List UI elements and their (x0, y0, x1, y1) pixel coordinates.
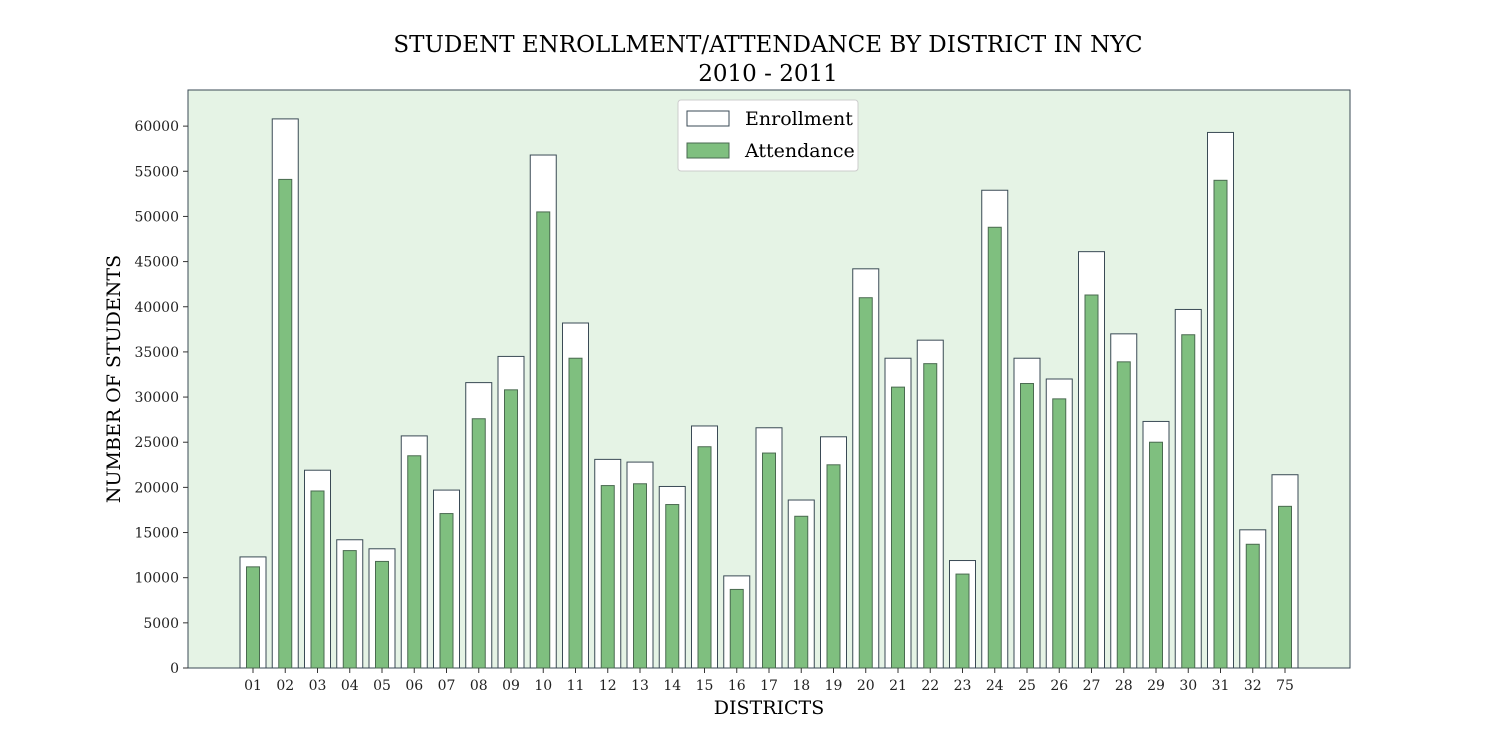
bar-attendance-03 (310, 490, 325, 669)
bar-attendance-17 (762, 452, 776, 669)
x-tick-label: 17 (760, 678, 778, 694)
bar-attendance-02 (278, 178, 293, 669)
x-tick-label: 27 (1083, 678, 1101, 694)
x-tick-label: 16 (728, 678, 746, 694)
x-tick-label: 06 (405, 678, 423, 694)
x-tick-label: 13 (631, 678, 649, 694)
bar-attendance-27 (1084, 294, 1099, 669)
bar-attendance-11 (568, 357, 583, 669)
y-tick-label: 45000 (134, 255, 179, 271)
x-tick-label: 26 (1050, 678, 1068, 694)
x-tick-label: 10 (534, 678, 552, 694)
bar-attendance-75 (1278, 505, 1292, 669)
legend-label-attendance: Attendance (744, 140, 855, 162)
x-tick-label: 29 (1147, 678, 1165, 694)
x-tick-label: 14 (663, 678, 681, 694)
x-tick-label: 01 (244, 678, 262, 694)
chart-subtitle: 2010 - 2011 (698, 61, 837, 87)
bar-attendance-05 (375, 560, 389, 669)
legend: Enrollment Attendance (677, 99, 859, 172)
bar-attendance-04 (342, 550, 357, 669)
x-tick-label: 18 (792, 678, 810, 694)
bar-attendance-16 (729, 588, 744, 669)
x-axis-label: DISTRICTS (714, 697, 824, 719)
bar-attendance-20 (858, 297, 873, 669)
bar-attendance-06 (407, 455, 422, 669)
x-tick-label: 11 (567, 678, 585, 694)
x-tick-label: 08 (470, 678, 488, 694)
legend-swatch-enrollment (686, 110, 730, 127)
bar-attendance-15 (697, 446, 712, 669)
bar-attendance-32 (1245, 543, 1260, 669)
legend-swatch-attendance (686, 142, 730, 159)
bar-attendance-18 (794, 515, 809, 669)
x-tick-label: 31 (1212, 678, 1230, 694)
y-tick-label: 0 (170, 661, 179, 677)
x-tick-label: 21 (889, 678, 907, 694)
x-tick-label: 24 (986, 678, 1004, 694)
bar-attendance-12 (600, 485, 615, 669)
bar-attendance-26 (1052, 398, 1067, 669)
x-tick-label: 03 (309, 678, 327, 694)
bar-attendance-29 (1149, 441, 1163, 669)
bar-attendance-13 (633, 483, 647, 669)
y-tick-label: 15000 (134, 526, 179, 542)
x-tick-label: 32 (1244, 678, 1262, 694)
bar-attendance-08 (471, 418, 486, 669)
x-tick-label: 30 (1179, 678, 1197, 694)
y-tick-label: 60000 (134, 119, 179, 135)
x-tick-label: 05 (373, 678, 391, 694)
y-tick-label: 25000 (134, 435, 179, 451)
bars (239, 118, 1299, 669)
x-tick-label: 15 (696, 678, 714, 694)
y-tick-label: 35000 (134, 345, 179, 361)
bar-attendance-07 (439, 513, 454, 669)
bar-attendance-10 (536, 211, 551, 669)
x-tick-label: 75 (1276, 678, 1294, 694)
x-tick-label: 12 (599, 678, 617, 694)
bar-attendance-31 (1213, 179, 1228, 669)
x-tick-label: 07 (438, 678, 456, 694)
bar-attendance-25 (1020, 383, 1034, 669)
y-axis-label: NUMBER OF STUDENTS (103, 255, 125, 503)
x-tick-label: 19 (825, 678, 843, 694)
x-tick-label: 09 (502, 678, 520, 694)
y-tick-label: 40000 (134, 300, 179, 316)
x-tick-label: 25 (1018, 678, 1036, 694)
y-tick-label: 20000 (134, 480, 179, 496)
x-tick-label: 02 (276, 678, 294, 694)
legend-label-enrollment: Enrollment (745, 108, 853, 130)
y-tick-label: 55000 (134, 164, 179, 180)
bar-attendance-09 (504, 389, 518, 669)
y-tick-label: 50000 (134, 209, 179, 225)
x-axis: 01 02 03 04 05 06 07 08 09 10 11 12 13 14 15 16 17 18 19 20… (244, 668, 1294, 694)
bar-attendance-01 (246, 566, 260, 669)
bar-attendance-30 (1181, 334, 1196, 669)
x-tick-label: 20 (857, 678, 875, 694)
bar-attendance-14 (665, 504, 680, 669)
bar-attendance-28 (1116, 361, 1131, 669)
chart-title: STUDENT ENROLLMENT/ATTENDANCE BY DISTRIC… (393, 32, 1142, 58)
x-tick-label: 04 (341, 678, 359, 694)
x-tick-label: 22 (921, 678, 939, 694)
bar-attendance-24 (987, 226, 1002, 669)
y-axis: 0 5000 10000 15000 20000 25000 30000 35000 40000… (134, 119, 188, 677)
x-tick-label: 23 (954, 678, 972, 694)
y-tick-label: 30000 (134, 390, 179, 406)
bar-attendance-19 (826, 464, 841, 669)
y-tick-label: 5000 (143, 616, 179, 632)
bar-attendance-23 (955, 573, 970, 669)
y-tick-label: 10000 (134, 571, 179, 587)
bar-attendance-22 (923, 363, 938, 669)
bar-attendance-21 (891, 386, 905, 669)
x-tick-label: 28 (1115, 678, 1133, 694)
